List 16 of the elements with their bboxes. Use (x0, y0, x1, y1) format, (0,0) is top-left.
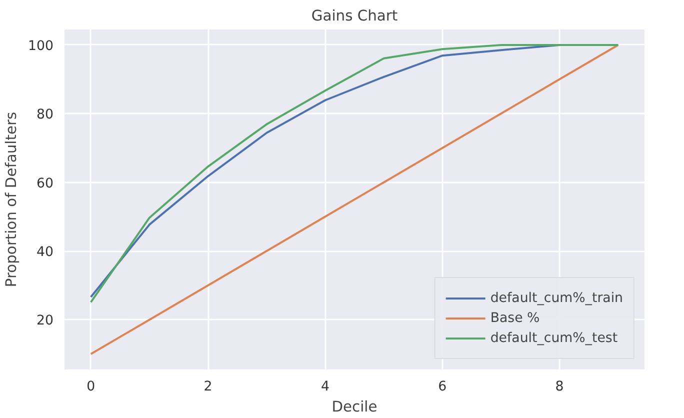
x-axis-title: Decile (332, 398, 378, 416)
x-tick-label: 2 (204, 380, 212, 394)
y-axis-title: Proportion of Defaulters (3, 112, 20, 288)
y-tick-label: 80 (36, 108, 54, 123)
x-tick-label: 6 (438, 380, 447, 394)
legend-label: Base % (490, 310, 540, 326)
y-tick-label: 100 (28, 38, 54, 54)
chart-title: Gains Chart (311, 8, 398, 24)
x-tick-label: 0 (86, 380, 96, 394)
legend-label: default_cum%_train (490, 290, 623, 306)
y-tick-label: 20 (36, 314, 54, 329)
y-tick-label: 40 (36, 245, 54, 260)
y-tick-label: 60 (36, 176, 54, 192)
x-tick-label: 8 (555, 380, 564, 394)
legend-label: default_cum%_test (490, 330, 618, 346)
x-tick-label: 4 (320, 380, 330, 394)
